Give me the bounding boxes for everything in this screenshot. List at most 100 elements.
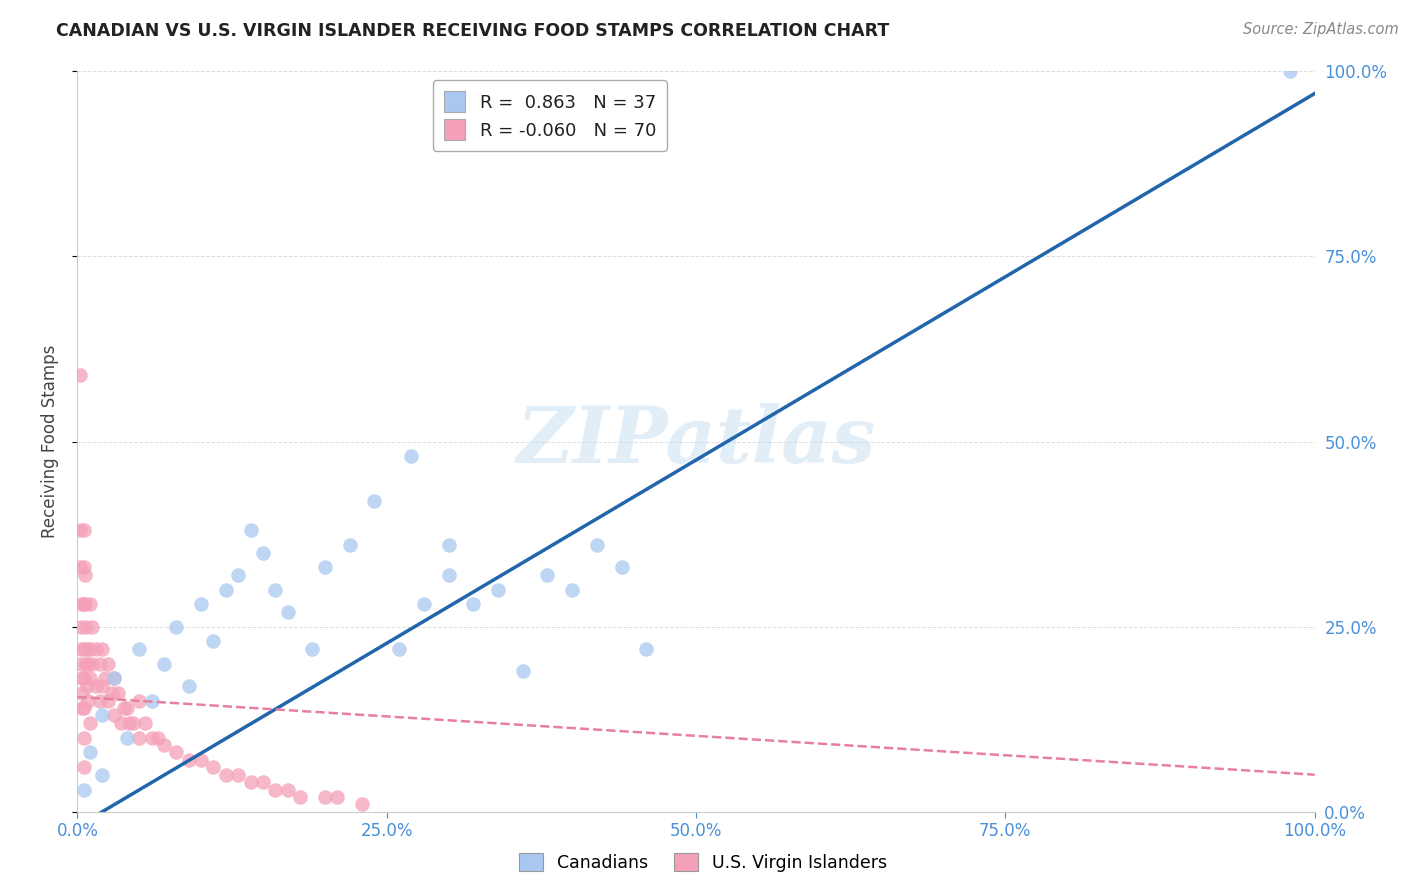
Point [141,694,163,708]
Point [79,641,101,656]
Point [177,753,200,767]
Point [72,641,94,656]
Point [89,694,111,708]
Point [141,731,163,745]
Point [636,641,658,656]
Point [84,679,107,693]
Point [146,731,169,745]
Point [165,746,187,760]
Point [72,672,94,686]
Point [72,598,94,612]
Point [128,694,150,708]
Point [72,731,94,745]
Point [301,641,323,656]
Point [69,524,91,538]
Point [252,775,274,789]
Point [165,619,187,633]
Point [326,789,349,804]
Point [70,598,93,612]
Point [110,715,132,730]
Point [363,493,385,508]
Point [190,753,212,767]
Point [72,686,94,700]
Point [70,641,93,656]
Point [388,641,411,656]
Point [134,715,156,730]
Point [76,641,98,656]
Text: CANADIAN VS U.S. VIRGIN ISLANDER RECEIVING FOOD STAMPS CORRELATION CHART: CANADIAN VS U.S. VIRGIN ISLANDER RECEIVI… [56,22,890,40]
Point [202,760,225,774]
Point [93,672,115,686]
Point [91,641,114,656]
Point [84,641,107,656]
Point [202,634,225,648]
Point [350,797,373,812]
Point [128,641,150,656]
Point [314,789,336,804]
Point [76,679,98,693]
Point [91,767,114,781]
Point [190,598,212,612]
Point [339,538,361,552]
Point [79,672,101,686]
Point [586,538,609,552]
Point [226,567,249,582]
Text: ZIPatlas: ZIPatlas [516,403,876,480]
Point [89,657,111,671]
Point [215,582,238,597]
Point [112,701,135,715]
Legend: Canadians, U.S. Virgin Islanders: Canadians, U.S. Virgin Islanders [512,847,894,879]
Point [512,664,534,678]
Point [103,672,125,686]
Point [215,767,238,781]
Point [77,694,100,708]
Point [561,582,583,597]
Point [252,546,274,560]
Point [239,775,262,789]
Point [536,567,558,582]
Point [101,686,124,700]
Point [610,560,633,574]
Point [79,746,101,760]
Point [115,731,138,745]
Point [486,582,509,597]
Point [72,701,94,715]
Point [69,368,91,382]
Point [437,538,460,552]
Point [91,708,114,723]
Point [91,679,114,693]
Point [79,715,101,730]
Point [277,782,299,797]
Point [69,560,91,574]
Point [412,598,434,612]
Point [1278,64,1301,78]
Point [97,694,120,708]
Point [437,567,460,582]
Point [72,560,94,574]
Point [177,679,200,693]
Point [72,524,94,538]
Point [103,708,125,723]
Point [72,782,94,797]
Point [79,598,101,612]
Point [314,560,336,574]
Point [463,598,485,612]
Point [288,789,311,804]
Text: Source: ZipAtlas.com: Source: ZipAtlas.com [1243,22,1399,37]
Point [73,567,96,582]
Y-axis label: Receiving Food Stamps: Receiving Food Stamps [41,345,59,538]
Point [103,672,125,686]
Point [226,767,249,781]
Point [264,582,287,597]
Point [77,657,100,671]
Point [115,701,138,715]
Point [70,657,93,671]
Point [70,619,93,633]
Point [82,619,104,633]
Point [73,598,96,612]
Point [153,738,176,752]
Point [72,760,94,774]
Point [75,619,97,633]
Point [72,701,94,715]
Point [118,715,141,730]
